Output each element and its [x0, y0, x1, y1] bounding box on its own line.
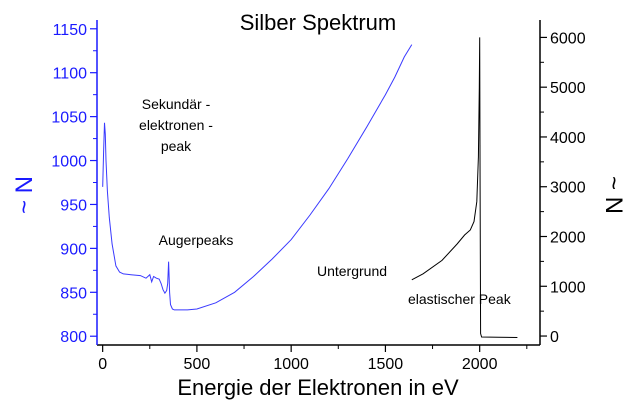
- x-axis-ticks: 0 500 1000 1500 2000: [98, 345, 528, 373]
- x-tick-label: 1500: [368, 356, 404, 373]
- left-y-tick-label: 1100: [53, 66, 88, 83]
- right-y-tick-label: 6000: [550, 30, 586, 47]
- x-axis-label: Energie der Elektronen in eV: [177, 375, 459, 400]
- left-y-tick-label: 950: [60, 197, 87, 214]
- right-y-axis-label: ~ N: [600, 176, 627, 214]
- right-y-tick-label: 5000: [550, 80, 586, 97]
- left-y-tick-label: 800: [60, 329, 87, 346]
- right-y-tick-label: 2000: [550, 230, 586, 247]
- right-y-tick-label: 0: [550, 329, 559, 346]
- annotation-label: peak: [161, 138, 192, 154]
- annotation-label: elektronen -: [139, 117, 213, 133]
- annotation-label: elastischer Peak: [408, 291, 512, 307]
- x-tick-label: 2000: [462, 356, 498, 373]
- left-y-tick-label: 1050: [51, 110, 87, 127]
- annotations: Sekundär - elektronen - peak Augerpeaks Unte…: [139, 96, 512, 307]
- series-line-right-axis: [411, 37, 518, 338]
- right-y-tick-label: 4000: [550, 130, 586, 147]
- x-tick-label: 500: [184, 356, 211, 373]
- right-y-tick-label: 1000: [550, 279, 586, 296]
- left-y-tick-label: 1150: [53, 22, 88, 39]
- series-line-left-axis: [102, 44, 413, 311]
- right-y-axis-ticks: 0 1000 2000 3000 4000 5000 6000: [540, 30, 586, 346]
- annotation-label: Untergrund: [317, 263, 387, 279]
- left-y-axis-ticks: 800 850 900 950 1000 1050 1100 1150: [51, 22, 97, 346]
- annotation-label: Augerpeaks: [159, 232, 234, 248]
- left-y-axis-label: ~ N: [11, 176, 38, 214]
- left-y-tick-label: 850: [60, 285, 87, 302]
- chart-title: Silber Spektrum: [240, 10, 397, 35]
- left-y-tick-label: 900: [60, 241, 87, 258]
- x-tick-label: 1000: [273, 356, 309, 373]
- right-y-tick-label: 3000: [550, 180, 586, 197]
- x-tick-label: 0: [98, 356, 107, 373]
- left-y-tick-label: 1000: [51, 154, 87, 171]
- series-lines: [102, 37, 518, 338]
- annotation-label: Sekundär -: [142, 96, 211, 112]
